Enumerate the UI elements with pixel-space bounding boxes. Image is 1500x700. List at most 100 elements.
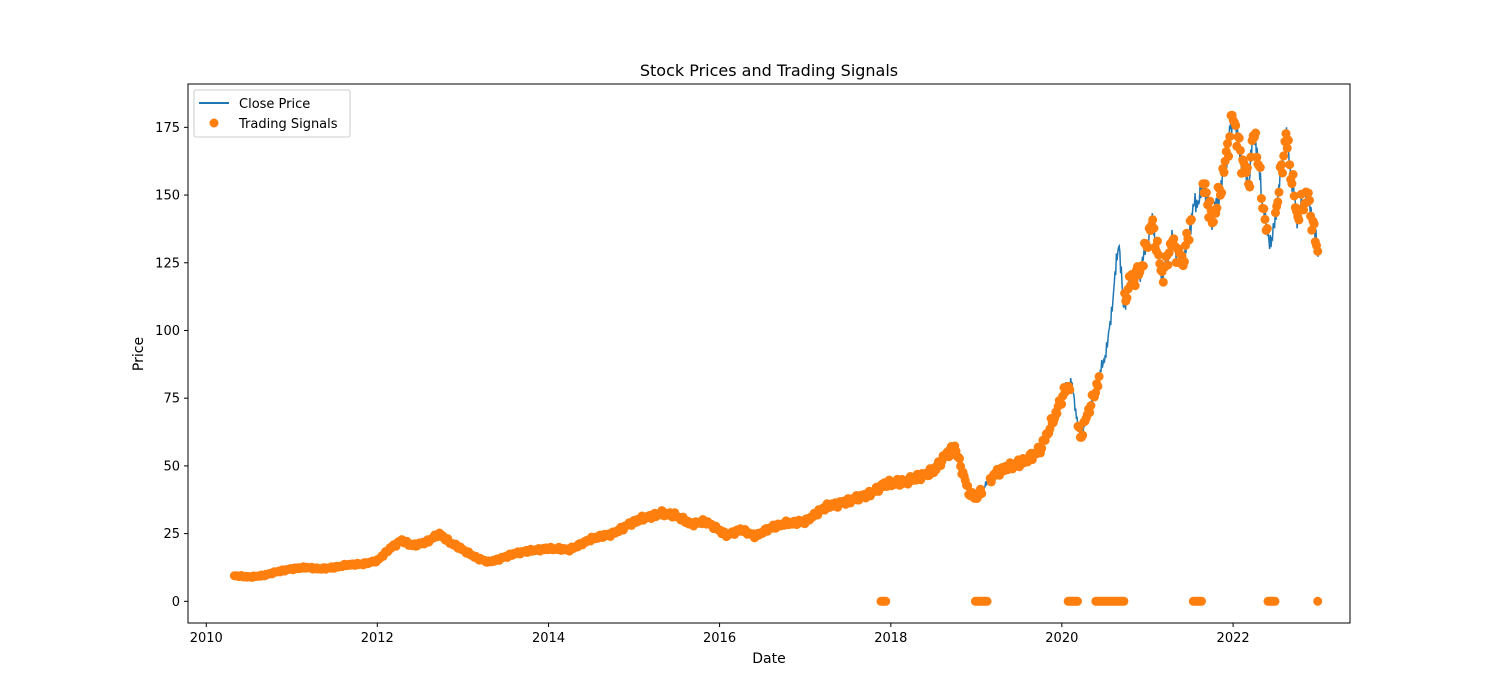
signal-point (1149, 223, 1159, 233)
signal-point (1242, 163, 1252, 173)
signal-point (1278, 168, 1287, 178)
y-tick-label: 175 (155, 121, 180, 136)
signal-point (963, 481, 973, 491)
y-tick-label: 25 (163, 527, 180, 542)
signal-point (1186, 215, 1196, 224)
signal-point (1148, 215, 1158, 225)
y-tick-label: 75 (163, 392, 180, 407)
signal-point (1065, 385, 1075, 395)
legend-entry-trading-signals: Trading Signals (238, 117, 338, 132)
signal-point (1208, 217, 1218, 227)
signal-point (1287, 179, 1297, 189)
signal-point (1282, 143, 1292, 153)
y-axis-label: Price (131, 337, 147, 371)
plot-frame (187, 83, 1351, 624)
signal-point (1276, 160, 1286, 170)
signal-point (1285, 160, 1295, 170)
signal-point (1262, 224, 1272, 233)
signal-point (1274, 187, 1284, 197)
signal-point-zero (1197, 596, 1206, 606)
signal-point (955, 454, 964, 464)
signal-point (1273, 197, 1283, 207)
signal-point (1169, 234, 1179, 244)
signal-point (1231, 120, 1241, 130)
signal-point (1154, 250, 1164, 260)
y-tick-label: 50 (163, 459, 180, 474)
signal-point (1234, 133, 1244, 143)
x-axis-label: Date (752, 651, 785, 667)
signal-point (1085, 407, 1095, 417)
legend-box (193, 89, 351, 138)
plot-area: 2010 2012 2014 2016 2018 2020 2022 0 25 50 75 100 1… (155, 83, 1351, 646)
signal-point (1235, 145, 1245, 155)
signal-point (1143, 243, 1153, 252)
y-tick-label: 0 (172, 595, 180, 610)
signal-point (1201, 188, 1211, 198)
signal-point (1219, 168, 1229, 177)
signal-point (1224, 151, 1234, 161)
trading-signals-series (229, 110, 1323, 606)
legend-entry-close-price: Close Price (239, 97, 310, 112)
x-tick-label: 2020 (1045, 631, 1078, 646)
signal-point (1152, 236, 1162, 246)
signal-point (1163, 260, 1173, 270)
x-tick-label: 2012 (361, 631, 394, 646)
signal-point (1309, 219, 1319, 229)
signal-point-zero (1073, 596, 1082, 606)
signal-point (1158, 277, 1168, 287)
signal-point (1130, 281, 1140, 291)
y-tick-label: 150 (155, 189, 180, 204)
signal-point (1223, 139, 1232, 149)
signal-point (1303, 188, 1313, 198)
x-axis: 2010 2012 2014 2016 2018 2020 2022 (190, 623, 1250, 646)
signal-point (1260, 214, 1270, 224)
signal-point (1179, 257, 1189, 267)
signal-point (1212, 203, 1222, 213)
chart-title: Stock Prices and Trading Signals (640, 61, 898, 80)
signal-point-zero (881, 596, 891, 606)
signal-point (1245, 182, 1255, 192)
signal-point (1225, 132, 1235, 142)
signal-point (977, 489, 987, 499)
signal-point-zero (982, 596, 992, 606)
signal-point (1256, 194, 1266, 203)
signal-point-zero (1313, 596, 1323, 606)
signal-point (1294, 215, 1304, 225)
x-tick-label: 2018 (874, 631, 907, 646)
legend-marker-swatch (209, 118, 219, 128)
signal-point (1052, 409, 1062, 419)
x-tick-label: 2022 (1217, 631, 1250, 646)
x-tick-label: 2014 (532, 631, 565, 646)
signal-point (1289, 191, 1299, 201)
signal-point (1305, 195, 1314, 205)
signal-point (1279, 151, 1289, 161)
signal-point (1313, 246, 1323, 256)
signal-point (1283, 135, 1293, 145)
signal-point (1094, 372, 1104, 381)
signal-point (1078, 430, 1088, 440)
signal-point (1255, 163, 1265, 172)
signal-point (1086, 401, 1096, 411)
signal-point-zero (1119, 596, 1129, 606)
signal-point (1288, 170, 1298, 179)
signal-point (1200, 179, 1210, 189)
signal-point (1093, 381, 1103, 391)
signal-point (1205, 196, 1215, 206)
signal-point (1164, 248, 1174, 258)
signal-point (1251, 128, 1261, 138)
signal-point (1217, 188, 1227, 198)
signal-point (1252, 152, 1262, 162)
x-tick-label: 2010 (190, 631, 223, 646)
y-tick-label: 100 (155, 324, 180, 339)
signal-point (1184, 235, 1194, 245)
signal-point (1057, 399, 1067, 409)
legend: Close Price Trading Signals (193, 89, 351, 138)
signal-point (1037, 443, 1047, 453)
signal-point (1259, 204, 1269, 214)
signal-point (1138, 261, 1148, 271)
y-axis: 0 25 50 75 100 125 150 175 (155, 121, 188, 610)
signal-point-zero (1270, 596, 1280, 606)
signal-point (1122, 293, 1132, 303)
x-tick-label: 2016 (703, 631, 736, 646)
